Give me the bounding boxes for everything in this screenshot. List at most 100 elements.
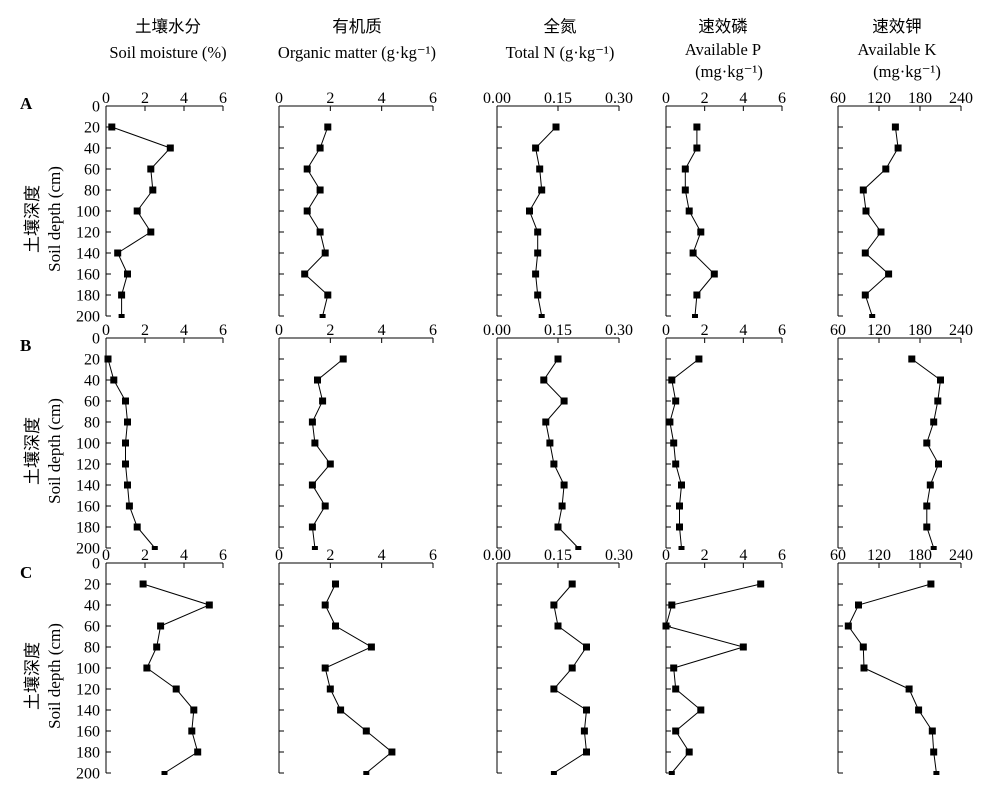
data-point bbox=[303, 207, 311, 215]
y-tick-label: 120 bbox=[76, 682, 100, 699]
data-point bbox=[314, 376, 321, 384]
data-point bbox=[550, 771, 557, 775]
y-tick-label: 200 bbox=[76, 309, 100, 326]
x-tick-label: 0 bbox=[275, 547, 283, 564]
data-point bbox=[877, 228, 885, 236]
data-point bbox=[685, 748, 693, 756]
y-tick-label: 60 bbox=[84, 619, 100, 636]
panel-a-2: 0.00 0.15 0.30 bbox=[483, 90, 633, 318]
y-tick-label: 40 bbox=[84, 598, 100, 615]
x-tick-label: 0 bbox=[275, 90, 283, 107]
data-point bbox=[538, 314, 545, 318]
data-point bbox=[190, 706, 198, 714]
x-tick-label: 2 bbox=[141, 547, 149, 564]
series-line bbox=[107, 358, 156, 549]
data-point bbox=[540, 376, 548, 384]
y-tick-label: 60 bbox=[84, 162, 100, 179]
data-point bbox=[108, 123, 116, 131]
y-axis-title-a: 土壤深度 Soil depth (cm) bbox=[22, 166, 64, 272]
data-point bbox=[583, 643, 590, 651]
data-point bbox=[915, 706, 923, 714]
series-line bbox=[911, 358, 942, 549]
data-point bbox=[532, 144, 540, 152]
data-point bbox=[710, 270, 718, 278]
data-point bbox=[546, 439, 554, 447]
header-cn-1: 有机质 bbox=[332, 17, 382, 36]
y-tick-label: 20 bbox=[84, 352, 100, 369]
data-point bbox=[324, 291, 332, 299]
x-tick-label: 0.30 bbox=[605, 322, 633, 339]
series-line bbox=[303, 126, 329, 317]
x-tick-label: 6 bbox=[429, 90, 437, 107]
y-tick-label: 160 bbox=[76, 267, 100, 284]
data-point bbox=[934, 397, 942, 405]
x-tick-label: 0 bbox=[275, 322, 283, 339]
data-point bbox=[139, 580, 147, 588]
data-point bbox=[311, 439, 319, 447]
data-point bbox=[930, 546, 937, 550]
series-line bbox=[528, 126, 557, 317]
data-point bbox=[689, 249, 697, 257]
data-point bbox=[693, 123, 701, 131]
x-tick-label: 2 bbox=[701, 322, 709, 339]
x-tick-label: 2 bbox=[141, 90, 149, 107]
data-point bbox=[739, 643, 747, 651]
data-point bbox=[104, 355, 112, 363]
x-tick-label: 2 bbox=[326, 547, 334, 564]
x-tick-label: 180 bbox=[908, 90, 932, 107]
series-line bbox=[669, 358, 700, 549]
data-point bbox=[308, 481, 316, 489]
y-tick-label: 100 bbox=[76, 661, 100, 678]
data-point bbox=[124, 418, 131, 426]
data-point bbox=[153, 643, 161, 651]
y-tick-label: 60 bbox=[84, 394, 100, 411]
data-point bbox=[526, 207, 533, 215]
data-point bbox=[552, 123, 560, 131]
data-point bbox=[316, 144, 324, 152]
data-point bbox=[550, 460, 558, 468]
data-point bbox=[905, 685, 913, 693]
data-point bbox=[188, 727, 196, 735]
x-tick-label: 240 bbox=[949, 547, 973, 564]
data-point bbox=[670, 439, 678, 447]
x-tick-label: 6 bbox=[778, 90, 786, 107]
y-tick-label: 120 bbox=[76, 225, 100, 242]
data-point bbox=[194, 748, 202, 756]
data-point bbox=[923, 523, 931, 531]
y-tick-label: 80 bbox=[84, 415, 100, 432]
data-point bbox=[693, 291, 701, 299]
y-title-cn: 土壤深度 bbox=[22, 185, 42, 253]
x-tick-label: 0.15 bbox=[544, 90, 572, 107]
x-tick-label: 180 bbox=[908, 547, 932, 564]
series-line bbox=[543, 358, 579, 549]
x-tick-label: 120 bbox=[867, 90, 891, 107]
x-tick-label: 0.30 bbox=[605, 547, 633, 564]
y-axis-title-b: 土壤深度 Soil depth (cm) bbox=[22, 398, 64, 504]
y-tick-label: 160 bbox=[76, 499, 100, 516]
data-point bbox=[118, 291, 126, 299]
x-tick-label: 0 bbox=[102, 547, 110, 564]
data-point bbox=[339, 355, 347, 363]
data-point bbox=[678, 546, 685, 550]
data-point bbox=[558, 502, 566, 510]
data-point bbox=[124, 270, 131, 278]
data-point bbox=[560, 481, 568, 489]
data-point bbox=[534, 249, 542, 257]
data-point bbox=[583, 748, 590, 756]
data-point bbox=[114, 249, 122, 257]
data-point bbox=[332, 622, 339, 630]
data-point bbox=[143, 664, 151, 672]
data-point bbox=[693, 144, 701, 152]
data-point bbox=[937, 376, 944, 384]
series-line bbox=[665, 583, 761, 774]
data-point bbox=[670, 664, 678, 672]
y-tick-label: 80 bbox=[84, 640, 100, 657]
data-point bbox=[672, 460, 680, 468]
header-unit-3: (mg·kg⁻¹) bbox=[695, 62, 763, 81]
row-label-c: C bbox=[20, 563, 32, 582]
data-point bbox=[534, 291, 542, 299]
data-point bbox=[337, 706, 345, 714]
y-tick-label: 180 bbox=[76, 745, 100, 762]
data-point bbox=[930, 418, 938, 426]
